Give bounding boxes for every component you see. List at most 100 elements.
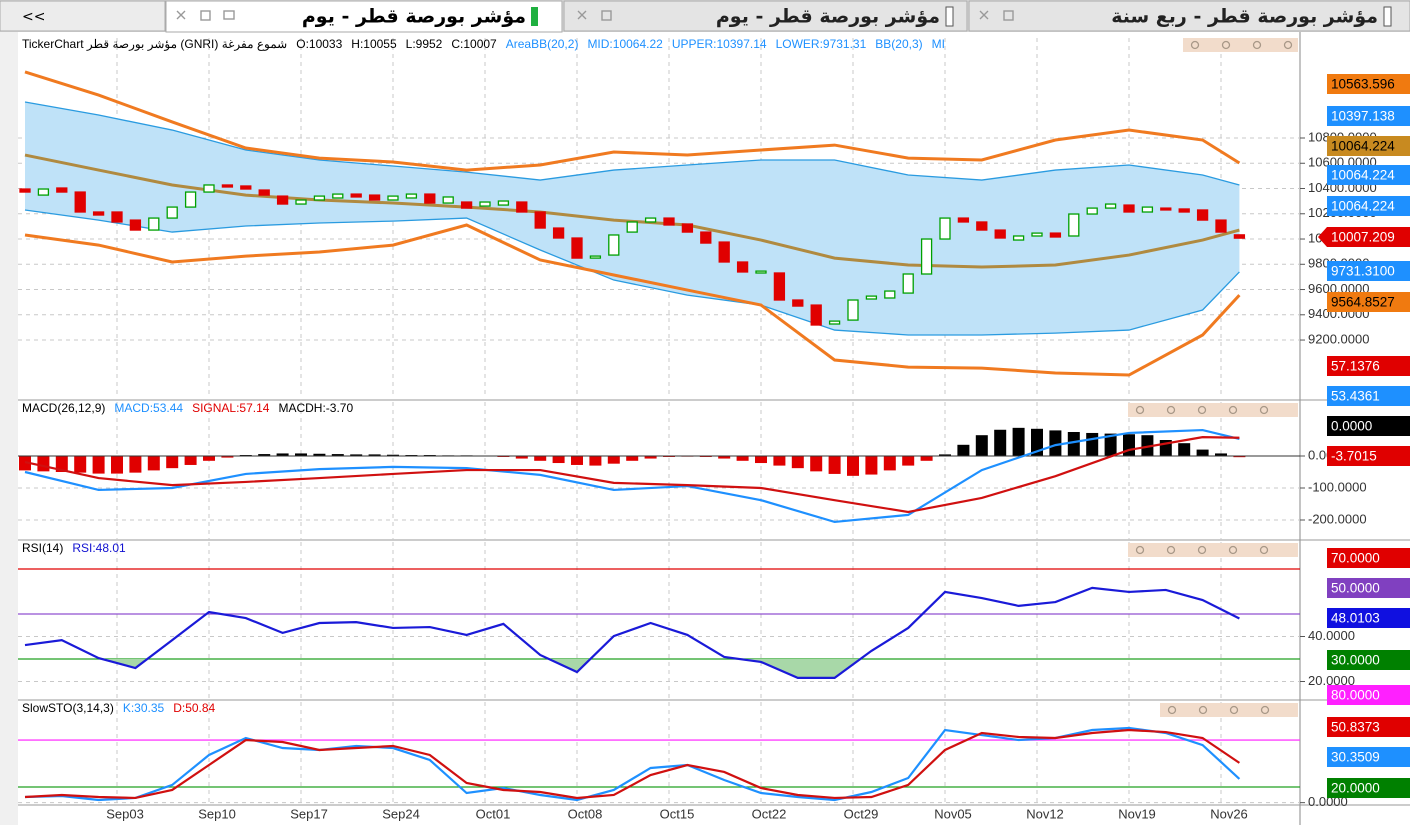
indicator-line [24,726,1241,802]
candle [552,227,565,239]
price-badge-label: 9564.8527 [1331,295,1395,310]
back-label[interactable]: << [22,9,45,25]
price-badge [1327,608,1410,628]
panel [18,38,1300,398]
candle [516,201,528,213]
histogram-bar [736,456,749,461]
histogram-bar [1012,427,1025,456]
histogram-bar [1178,443,1191,456]
panel [18,542,1300,700]
panel-toolbar[interactable] [1128,403,1298,417]
price-badge-label: 48.0103 [1331,611,1380,626]
legend-text: UPPER:10397.14 [672,37,767,51]
toolbar-icon [1259,405,1269,415]
toolbar-icon [1167,705,1177,715]
price-badge [1327,74,1410,94]
legend-text: MACDH:-3.70 [278,401,353,415]
legend-text: SlowSTO(3,14,3) [22,701,114,715]
histogram-bar [718,456,731,459]
candle [681,223,694,233]
candle [313,195,326,201]
panel-toolbar[interactable] [1183,38,1298,52]
price-badge [1327,106,1410,126]
legend-text: L:9952 [406,37,443,51]
band-lower [24,209,1240,336]
tab[interactable] [563,0,968,32]
histogram-bar [1067,432,1080,456]
candle [368,194,381,201]
price-badge [1327,778,1410,798]
histogram-bar [1196,449,1209,456]
x-tick-label: Sep03 [106,806,144,821]
legend-text: MID:10064.22 [587,37,663,51]
histogram-bar [37,456,50,472]
tab-title[interactable]: مؤشر بورصة قطر - يوم [716,6,940,28]
x-axis: Sep03 Sep10 Sep17 Sep24 Oct01 Oct08 Oct15 Oct22… [106,806,1300,821]
price-badge-arrow [1318,227,1327,247]
y-tick-label: 9200.0000 [1308,331,1369,346]
toolbar-icon [1229,705,1239,715]
candle [1086,207,1098,215]
price-badge-label: 10064.224 [1331,139,1395,154]
panel-toolbar[interactable] [1128,543,1298,557]
candle [828,320,841,325]
tab-title[interactable]: مؤشر بورصة قطر - يوم [302,6,526,28]
indicator-line [24,428,1240,524]
back-button[interactable] [0,0,166,32]
price-badge-label: -3.7015 [1331,449,1377,464]
toolbar-icon [1197,545,1207,555]
price-badge [1327,578,1410,598]
histogram-bar [626,456,639,461]
tab-active[interactable] [165,0,563,33]
price-badge-label: 80.0000 [1331,688,1380,703]
panel-toolbar[interactable] [1160,703,1298,717]
legend-text: MACD(26,12,9) [22,401,105,415]
candle [736,261,749,273]
candle [1196,209,1209,221]
candle [350,193,362,198]
toolbar-bg [1183,38,1298,52]
candle [1068,213,1080,237]
price-badge-label: 20.0000 [1331,781,1380,796]
histogram-bar [74,456,87,473]
histogram-bar [552,456,565,464]
candle [939,217,951,240]
x-tick-label: Oct29 [844,806,879,821]
histogram-bar [534,456,547,461]
tab-title[interactable]: مؤشر بورصة قطر - ربع سنة [1111,6,1378,28]
candle [626,221,638,233]
y-tick-label: -200.0000 [1308,511,1367,526]
candle [184,191,197,208]
candle [810,304,822,326]
candle [497,200,510,206]
candle [884,290,896,299]
price-badge [1327,386,1410,406]
price-badge-label: 30.0000 [1331,653,1380,668]
price-badge-label: 10397.138 [1331,109,1395,124]
candle [1233,234,1246,239]
price-badge [1327,747,1410,767]
candle [976,221,988,231]
legend-text: RSI:48.01 [72,541,126,555]
legend-text: AreaBB(20,2) [506,37,579,51]
toolbar-icon [1259,545,1269,555]
histogram-bar [1049,430,1062,456]
x-tick-label: Nov05 [934,806,972,821]
legend-text: MI [932,37,945,51]
indicator-line [24,728,1241,800]
tab[interactable] [968,0,1410,32]
histogram-bar [276,453,289,456]
histogram-bar [1233,456,1246,458]
tab-icons[interactable] [176,10,1014,21]
candle [240,185,252,190]
x-tick-label: Oct22 [752,806,787,821]
toolbar-icon [1166,545,1176,555]
candle [1215,219,1227,233]
candle [74,191,86,213]
histogram-bar [1086,432,1099,456]
price-badge-label: 9731.3100 [1331,264,1395,279]
band-upper [24,101,1240,186]
candle [957,217,970,223]
histogram-bar [607,456,620,464]
